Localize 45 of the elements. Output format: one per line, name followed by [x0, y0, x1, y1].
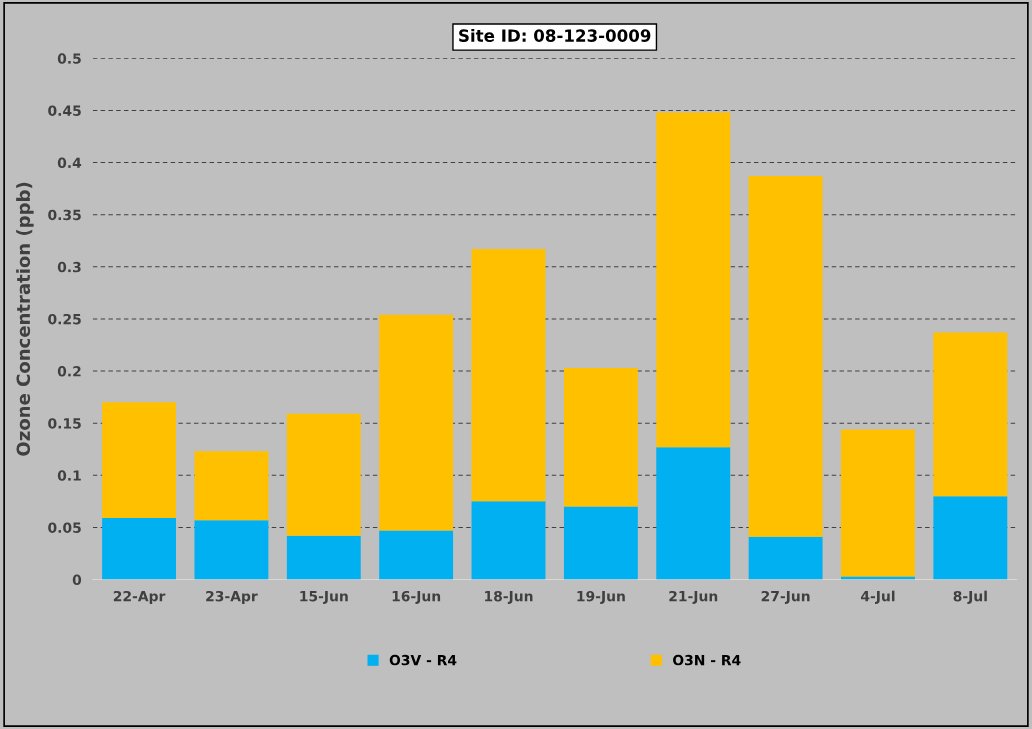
bar	[471, 249, 546, 502]
bar	[933, 332, 1008, 497]
y-axis-title: Ozone Concentration (ppb)	[16, 182, 34, 456]
y-tick-label: 0.45	[48, 105, 81, 116]
x-tick-label: 18-Jun	[485, 590, 533, 604]
x-tick-label: 8-Jul	[953, 590, 987, 604]
x-tick-label: 22-Apr	[113, 590, 166, 605]
chart-title: Site ID: 08-123-0009	[459, 28, 651, 42]
bar	[286, 535, 361, 580]
bar	[841, 576, 915, 580]
x-tick-label: 27-Jun	[761, 590, 810, 604]
legend-label: O3V - R4	[389, 654, 457, 666]
legend-label: O3N - R4	[673, 654, 741, 666]
bar	[748, 176, 823, 537]
y-tick-label: 0.3	[57, 261, 81, 273]
bar	[102, 518, 177, 580]
bar	[563, 506, 638, 580]
x-tick-label: 23-Apr	[206, 590, 258, 605]
x-tick-label: 4-Jul	[860, 590, 895, 604]
bar	[563, 367, 638, 507]
bar	[102, 402, 177, 519]
bar	[748, 536, 823, 580]
y-tick-label: 0.25	[48, 313, 81, 325]
y-tick-label: 0.15	[48, 418, 81, 429]
y-tick-label: 0.1	[57, 470, 81, 481]
x-tick-label: 15-Jun	[300, 591, 348, 604]
bar	[379, 314, 454, 531]
y-tick-label: 0.5	[57, 53, 81, 64]
bar	[194, 451, 269, 521]
bar	[933, 496, 1008, 580]
bar	[656, 112, 731, 448]
bar	[194, 520, 269, 580]
x-tick-label: 16-Jun	[392, 590, 441, 604]
y-tick-label: 0.05	[48, 522, 81, 533]
bar	[286, 413, 361, 536]
bar	[841, 429, 915, 577]
y-tick-label: 0.35	[48, 209, 81, 221]
y-tick-label: 0.4	[57, 157, 82, 169]
bar	[471, 501, 546, 580]
y-tick-label: 0	[72, 574, 82, 586]
y-tick-label: 0.2	[57, 366, 81, 377]
bar	[379, 530, 454, 580]
x-tick-label: 19-Jun	[577, 590, 625, 604]
x-tick-label: 21-Jun	[669, 590, 718, 604]
bar	[656, 447, 731, 580]
